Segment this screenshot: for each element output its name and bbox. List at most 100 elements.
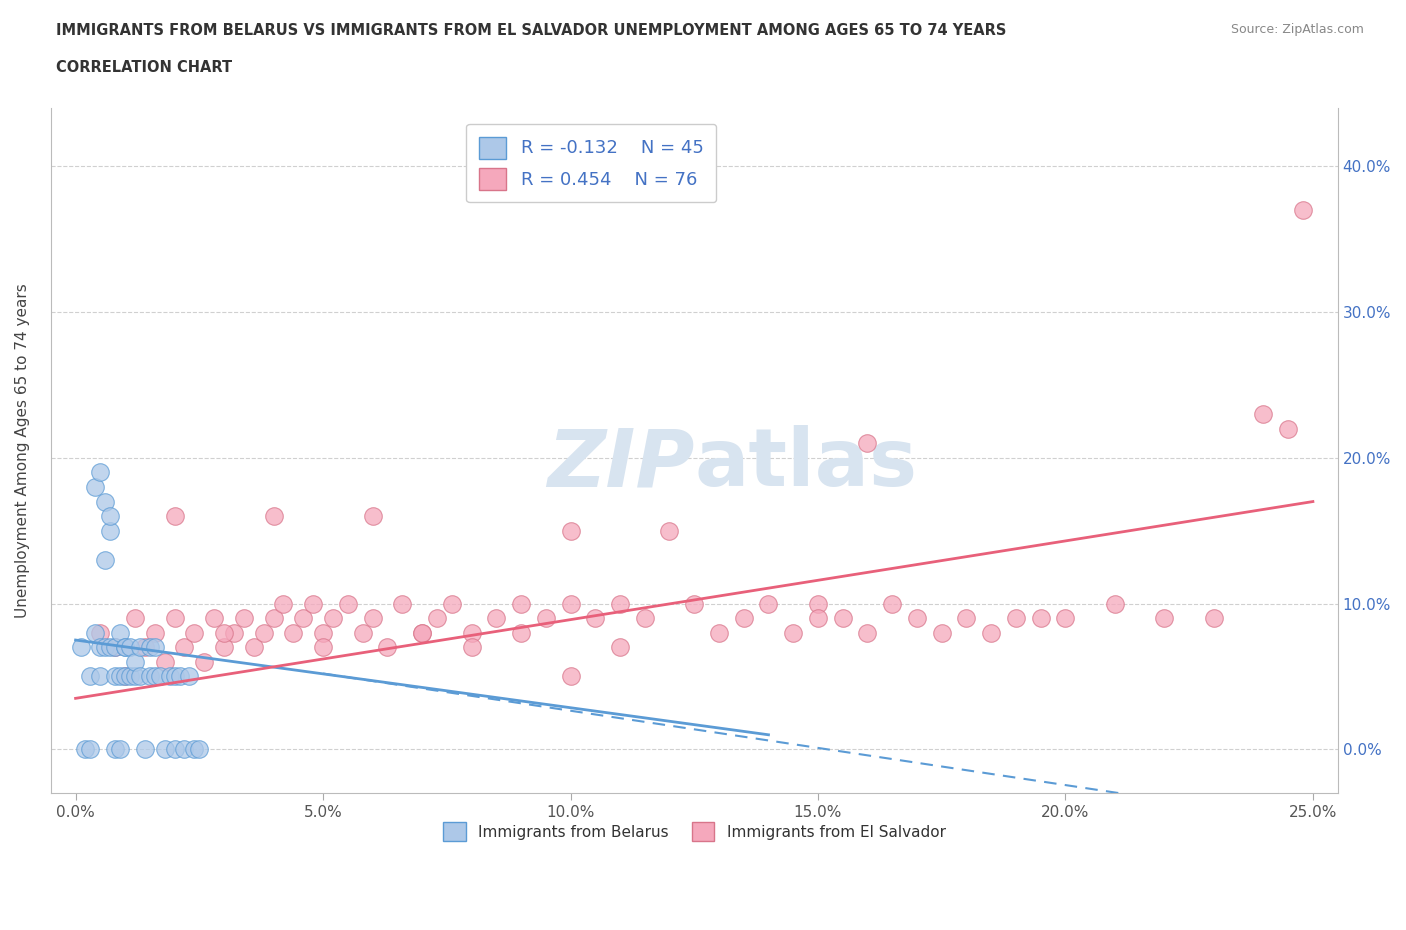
Point (143, 625, 166, 640)
Text: ZIP: ZIP (547, 425, 695, 503)
Point (560, 669, 582, 684)
Point (322, 611, 344, 626)
Point (807, 596, 830, 611)
Point (411, 625, 433, 640)
Point (1277, 421, 1299, 436)
Point (931, 625, 953, 640)
Point (312, 640, 335, 655)
Point (104, 640, 127, 655)
Point (232, 611, 254, 626)
Point (758, 596, 780, 611)
Point (134, 640, 156, 655)
Point (212, 625, 235, 640)
Point (856, 436, 879, 451)
Point (159, 669, 181, 684)
Point (104, 742, 127, 757)
Point (1104, 596, 1126, 611)
Point (302, 596, 325, 611)
Point (163, 669, 186, 684)
Point (560, 596, 582, 611)
Point (108, 625, 131, 640)
Point (283, 625, 305, 640)
Point (292, 611, 315, 626)
Point (89, 669, 111, 684)
Point (609, 596, 631, 611)
Point (212, 640, 235, 655)
Point (955, 611, 977, 626)
Point (391, 596, 413, 611)
Point (114, 640, 136, 655)
Point (263, 509, 285, 524)
Point (733, 611, 755, 626)
Point (94, 640, 117, 655)
Point (84, 625, 107, 640)
Point (183, 625, 205, 640)
Point (609, 640, 631, 655)
Point (263, 611, 285, 626)
Point (222, 625, 245, 640)
Point (1005, 611, 1028, 626)
Point (361, 611, 384, 626)
Point (129, 640, 152, 655)
Point (1054, 611, 1077, 626)
Point (118, 640, 141, 655)
Point (79, 742, 101, 757)
Point (143, 640, 166, 655)
Text: IMMIGRANTS FROM BELARUS VS IMMIGRANTS FROM EL SALVADOR UNEMPLOYMENT AMONG AGES 6: IMMIGRANTS FROM BELARUS VS IMMIGRANTS FR… (56, 23, 1007, 38)
Y-axis label: Unemployment Among Ages 65 to 74 years: Unemployment Among Ages 65 to 74 years (15, 283, 30, 618)
Point (1292, 203, 1315, 218)
Point (193, 655, 215, 670)
Point (163, 611, 186, 626)
Point (75, 742, 97, 757)
Point (124, 669, 146, 684)
Point (856, 625, 879, 640)
Text: CORRELATION CHART: CORRELATION CHART (56, 60, 232, 75)
Point (94, 494, 117, 509)
Point (1202, 611, 1225, 626)
Point (440, 596, 463, 611)
Point (188, 742, 211, 757)
Point (108, 669, 131, 684)
Point (560, 524, 582, 538)
Point (79, 669, 101, 684)
Point (169, 669, 191, 684)
Point (104, 669, 127, 684)
Point (153, 655, 176, 670)
Point (583, 611, 606, 626)
Point (1253, 406, 1275, 421)
Point (129, 669, 152, 684)
Point (361, 509, 384, 524)
Point (1153, 611, 1175, 626)
Point (118, 669, 141, 684)
Point (658, 524, 681, 538)
Point (782, 625, 804, 640)
Point (163, 742, 186, 757)
Point (153, 742, 176, 757)
Point (510, 596, 533, 611)
Point (108, 742, 131, 757)
Point (707, 625, 730, 640)
Point (163, 509, 186, 524)
Point (89, 640, 111, 655)
Point (510, 625, 533, 640)
Point (831, 611, 853, 626)
Point (114, 640, 136, 655)
Point (84, 480, 107, 495)
Point (134, 742, 156, 757)
Point (460, 640, 482, 655)
Legend: Immigrants from Belarus, Immigrants from El Salvador: Immigrants from Belarus, Immigrants from… (437, 817, 952, 847)
Point (183, 742, 205, 757)
Text: atlas: atlas (695, 425, 917, 503)
Point (312, 625, 335, 640)
Point (139, 669, 162, 684)
Point (980, 625, 1002, 640)
Point (683, 596, 706, 611)
Point (426, 611, 449, 626)
Point (460, 625, 482, 640)
Point (94, 552, 117, 567)
Point (139, 640, 162, 655)
Point (124, 655, 146, 670)
Text: Source: ZipAtlas.com: Source: ZipAtlas.com (1230, 23, 1364, 36)
Point (173, 640, 195, 655)
Point (98, 509, 121, 524)
